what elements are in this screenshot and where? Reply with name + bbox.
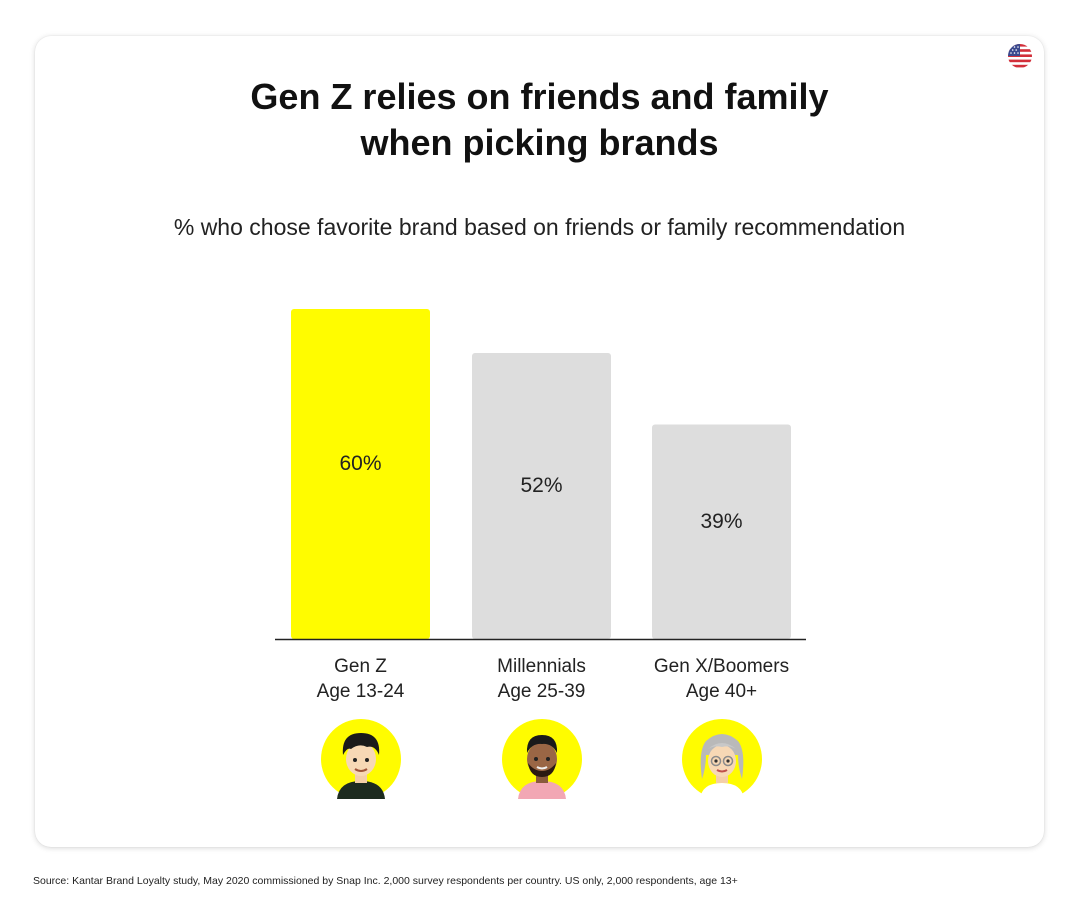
category-label-3-line-1: Gen X/Boomers: [654, 656, 789, 677]
chart-card: Gen Z relies on friends and family when …: [35, 36, 1044, 847]
gen-z-avatar-icon: [320, 719, 401, 799]
bar-value-label-3: 39%: [700, 510, 742, 533]
chart-title-line-1: Gen Z relies on friends and family: [250, 76, 829, 117]
chart-title: Gen Z relies on friends and family when …: [35, 74, 1044, 166]
category-label-2-line-2: Age 25-39: [498, 681, 586, 702]
bar-2: [472, 353, 611, 639]
bar-3: [652, 424, 791, 639]
millennial-avatar-icon: [501, 719, 582, 799]
gen-x-boomer-avatar-icon: [681, 719, 762, 799]
category-label-3-line-2: Age 40+: [686, 681, 757, 702]
bar-value-label-1: 60%: [339, 452, 381, 475]
bar-1: [291, 309, 430, 639]
us-flag-icon: [1008, 44, 1032, 68]
category-label-2-line-1: Millennials: [497, 656, 586, 677]
source-note: Source: Kantar Brand Loyalty study, May …: [33, 875, 738, 887]
bar-value-label-2: 52%: [520, 474, 562, 497]
category-label-1-line-1: Gen Z: [334, 656, 387, 677]
chart-subtitle: % who chose favorite brand based on frie…: [173, 214, 906, 240]
chart-title-line-2: when picking brands: [360, 122, 719, 163]
category-label-1-line-2: Age 13-24: [317, 681, 405, 702]
